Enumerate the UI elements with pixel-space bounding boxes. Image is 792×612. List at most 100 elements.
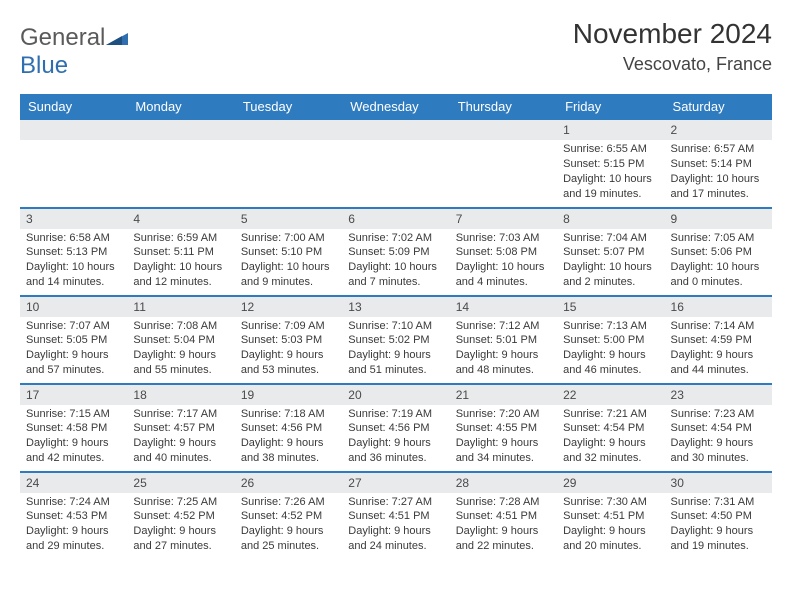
day-number: 25: [127, 473, 234, 493]
sunrise-text: Sunrise: 7:15 AM: [26, 407, 121, 422]
daylight-text: and 7 minutes.: [348, 275, 443, 290]
sunrise-text: Sunrise: 7:23 AM: [671, 407, 766, 422]
day-details: Sunrise: 6:58 AMSunset: 5:13 PMDaylight:…: [20, 229, 127, 294]
month-title: November 2024: [573, 18, 772, 50]
day-number: [127, 120, 234, 140]
sunrise-text: Sunrise: 6:57 AM: [671, 142, 766, 157]
daylight-text: Daylight: 9 hours: [348, 348, 443, 363]
day-number: 23: [665, 385, 772, 405]
day-number: [20, 120, 127, 140]
day-number: 20: [342, 385, 449, 405]
daylight-text: Daylight: 10 hours: [671, 172, 766, 187]
sunset-text: Sunset: 5:02 PM: [348, 333, 443, 348]
daylight-text: Daylight: 9 hours: [348, 524, 443, 539]
day-number: 22: [557, 385, 664, 405]
sunset-text: Sunset: 5:00 PM: [563, 333, 658, 348]
title-block: November 2024 Vescovato, France: [573, 18, 772, 75]
day-cell: 6Sunrise: 7:02 AMSunset: 5:09 PMDaylight…: [342, 208, 449, 296]
sunset-text: Sunset: 4:56 PM: [348, 421, 443, 436]
sunrise-text: Sunrise: 7:26 AM: [241, 495, 336, 510]
daylight-text: and 53 minutes.: [241, 363, 336, 378]
day-cell: 20Sunrise: 7:19 AMSunset: 4:56 PMDayligh…: [342, 384, 449, 472]
day-details: Sunrise: 7:17 AMSunset: 4:57 PMDaylight:…: [127, 405, 234, 470]
sunrise-text: Sunrise: 7:25 AM: [133, 495, 228, 510]
day-cell: 27Sunrise: 7:27 AMSunset: 4:51 PMDayligh…: [342, 472, 449, 560]
day-details: Sunrise: 7:27 AMSunset: 4:51 PMDaylight:…: [342, 493, 449, 558]
daylight-text: and 30 minutes.: [671, 451, 766, 466]
daylight-text: and 19 minutes.: [563, 187, 658, 202]
day-number: 16: [665, 297, 772, 317]
sunrise-text: Sunrise: 7:02 AM: [348, 231, 443, 246]
weekday-header: Monday: [127, 94, 234, 120]
day-details: Sunrise: 7:19 AMSunset: 4:56 PMDaylight:…: [342, 405, 449, 470]
day-cell: 8Sunrise: 7:04 AMSunset: 5:07 PMDaylight…: [557, 208, 664, 296]
day-details: [342, 140, 449, 146]
daylight-text: and 57 minutes.: [26, 363, 121, 378]
sunrise-text: Sunrise: 7:24 AM: [26, 495, 121, 510]
daylight-text: Daylight: 9 hours: [133, 348, 228, 363]
daylight-text: Daylight: 9 hours: [671, 436, 766, 451]
day-cell: 9Sunrise: 7:05 AMSunset: 5:06 PMDaylight…: [665, 208, 772, 296]
daylight-text: Daylight: 9 hours: [26, 524, 121, 539]
day-cell: 16Sunrise: 7:14 AMSunset: 4:59 PMDayligh…: [665, 296, 772, 384]
day-details: Sunrise: 7:10 AMSunset: 5:02 PMDaylight:…: [342, 317, 449, 382]
sunrise-text: Sunrise: 7:13 AM: [563, 319, 658, 334]
day-cell: [235, 120, 342, 208]
day-number: 30: [665, 473, 772, 493]
daylight-text: Daylight: 9 hours: [133, 524, 228, 539]
day-details: Sunrise: 7:00 AMSunset: 5:10 PMDaylight:…: [235, 229, 342, 294]
day-details: Sunrise: 7:24 AMSunset: 4:53 PMDaylight:…: [20, 493, 127, 558]
sunset-text: Sunset: 5:07 PM: [563, 245, 658, 260]
calendar-page: General Blue November 2024 Vescovato, Fr…: [0, 0, 792, 560]
day-details: Sunrise: 7:12 AMSunset: 5:01 PMDaylight:…: [450, 317, 557, 382]
daylight-text: and 14 minutes.: [26, 275, 121, 290]
day-number: 28: [450, 473, 557, 493]
sunset-text: Sunset: 4:57 PM: [133, 421, 228, 436]
daylight-text: and 40 minutes.: [133, 451, 228, 466]
day-number: [450, 120, 557, 140]
sunset-text: Sunset: 5:04 PM: [133, 333, 228, 348]
daylight-text: Daylight: 9 hours: [241, 348, 336, 363]
day-number: 17: [20, 385, 127, 405]
logo-triangle-icon: [106, 24, 128, 52]
day-number: 1: [557, 120, 664, 140]
daylight-text: Daylight: 9 hours: [563, 524, 658, 539]
sunrise-text: Sunrise: 7:03 AM: [456, 231, 551, 246]
daylight-text: and 51 minutes.: [348, 363, 443, 378]
day-details: Sunrise: 7:09 AMSunset: 5:03 PMDaylight:…: [235, 317, 342, 382]
week-row: 10Sunrise: 7:07 AMSunset: 5:05 PMDayligh…: [20, 296, 772, 384]
day-details: Sunrise: 7:25 AMSunset: 4:52 PMDaylight:…: [127, 493, 234, 558]
day-cell: 7Sunrise: 7:03 AMSunset: 5:08 PMDaylight…: [450, 208, 557, 296]
sunset-text: Sunset: 5:01 PM: [456, 333, 551, 348]
day-cell: 17Sunrise: 7:15 AMSunset: 4:58 PMDayligh…: [20, 384, 127, 472]
daylight-text: and 55 minutes.: [133, 363, 228, 378]
daylight-text: and 17 minutes.: [671, 187, 766, 202]
sunset-text: Sunset: 4:53 PM: [26, 509, 121, 524]
daylight-text: Daylight: 9 hours: [241, 524, 336, 539]
day-cell: 30Sunrise: 7:31 AMSunset: 4:50 PMDayligh…: [665, 472, 772, 560]
daylight-text: and 24 minutes.: [348, 539, 443, 554]
week-row: 17Sunrise: 7:15 AMSunset: 4:58 PMDayligh…: [20, 384, 772, 472]
weekday-header: Sunday: [20, 94, 127, 120]
day-details: Sunrise: 7:18 AMSunset: 4:56 PMDaylight:…: [235, 405, 342, 470]
sunrise-text: Sunrise: 7:18 AM: [241, 407, 336, 422]
day-number: [342, 120, 449, 140]
day-details: Sunrise: 7:31 AMSunset: 4:50 PMDaylight:…: [665, 493, 772, 558]
daylight-text: and 27 minutes.: [133, 539, 228, 554]
day-cell: [450, 120, 557, 208]
day-cell: 4Sunrise: 6:59 AMSunset: 5:11 PMDaylight…: [127, 208, 234, 296]
sunset-text: Sunset: 5:14 PM: [671, 157, 766, 172]
daylight-text: Daylight: 9 hours: [563, 436, 658, 451]
weekday-header: Thursday: [450, 94, 557, 120]
daylight-text: and 0 minutes.: [671, 275, 766, 290]
sunrise-text: Sunrise: 7:30 AM: [563, 495, 658, 510]
day-details: Sunrise: 7:20 AMSunset: 4:55 PMDaylight:…: [450, 405, 557, 470]
sunset-text: Sunset: 5:05 PM: [26, 333, 121, 348]
calendar-table: Sunday Monday Tuesday Wednesday Thursday…: [20, 94, 772, 560]
daylight-text: Daylight: 9 hours: [26, 436, 121, 451]
daylight-text: Daylight: 10 hours: [671, 260, 766, 275]
sunset-text: Sunset: 5:10 PM: [241, 245, 336, 260]
sunset-text: Sunset: 5:15 PM: [563, 157, 658, 172]
day-cell: 22Sunrise: 7:21 AMSunset: 4:54 PMDayligh…: [557, 384, 664, 472]
day-number: 15: [557, 297, 664, 317]
